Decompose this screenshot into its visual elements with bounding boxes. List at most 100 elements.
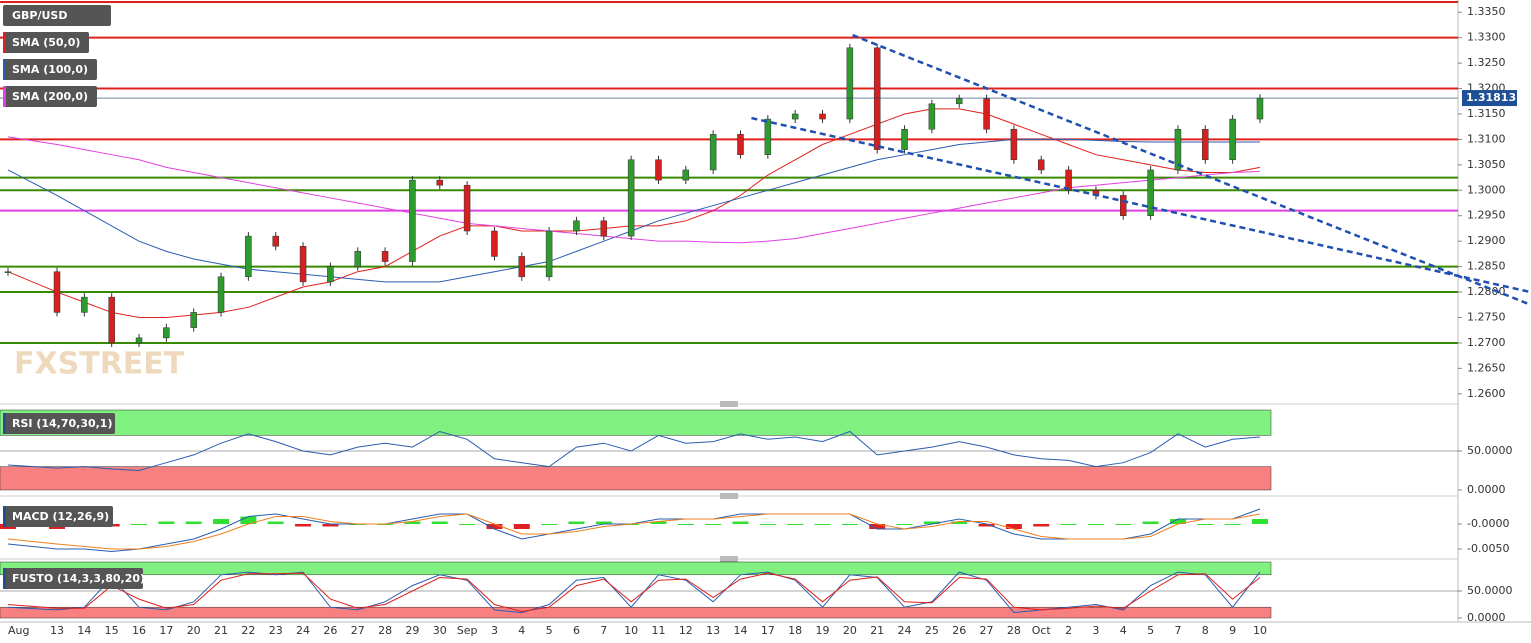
candle	[600, 220, 608, 237]
x-tick-label: 5	[1147, 624, 1154, 637]
x-tick-label: 16	[132, 624, 146, 637]
x-tick-label: 14	[734, 624, 748, 637]
candle	[327, 266, 334, 283]
x-tick-label: 23	[269, 624, 283, 637]
tag-stripe	[3, 86, 6, 107]
histogram-bar	[240, 516, 257, 524]
y-tick-label: 1.2650	[1467, 361, 1506, 374]
histogram-bar	[131, 524, 148, 525]
histogram-bar	[978, 524, 995, 527]
histogram-bar	[1087, 524, 1104, 525]
candle	[354, 251, 361, 267]
tag-box	[3, 506, 113, 527]
y-tick-label: 50.0000	[1467, 444, 1513, 457]
histogram-bar	[677, 524, 694, 525]
x-tick-label: 2	[1065, 624, 1072, 637]
candle	[108, 296, 115, 344]
y-tick-label: 1.3350	[1467, 5, 1506, 18]
tag-box	[3, 86, 97, 107]
x-tick-label: 9	[1229, 624, 1236, 637]
y-tick-label: 1.3300	[1467, 31, 1506, 44]
x-tick-label: 14	[77, 624, 91, 637]
histogram-bar	[951, 521, 968, 524]
candle	[655, 159, 662, 181]
histogram-bar	[841, 524, 858, 525]
candle	[1037, 159, 1045, 171]
x-tick-label: 26	[952, 624, 966, 637]
x-tick-label: 15	[105, 624, 119, 637]
x-tick-label: 17	[761, 624, 775, 637]
candle	[518, 256, 526, 278]
tag-label: RSI (14,70,30,1)	[12, 417, 112, 430]
x-tick-label: 13	[706, 624, 720, 637]
legend-tag: SMA (200,0)	[3, 86, 97, 107]
tag-box	[3, 32, 89, 53]
histogram-bar	[431, 521, 448, 524]
legend-tag: SMA (100,0)	[3, 59, 97, 80]
candle	[272, 235, 279, 247]
watermark: FXSTREET	[14, 347, 185, 382]
legend-tag: FUSTO (14,3,3,80,20)	[3, 568, 145, 589]
candle	[81, 296, 88, 313]
y-tick-label: 1.2600	[1467, 387, 1506, 400]
y-tick-label: 1.3150	[1467, 107, 1506, 120]
y-tick-label: 1.3000	[1467, 183, 1506, 196]
sma-line	[7, 136, 1260, 244]
tag-label: MACD (12,26,9)	[12, 510, 109, 523]
candle	[1010, 128, 1018, 161]
histogram-bar	[1115, 524, 1132, 525]
x-tick-label: 26	[323, 624, 337, 637]
x-tick-label: Aug	[8, 624, 29, 637]
x-tick-label: 21	[214, 624, 228, 637]
x-tick-label: 25	[925, 624, 939, 637]
x-tick-label: 3	[1092, 624, 1099, 637]
candle	[381, 251, 389, 262]
x-tick-label: 10	[624, 624, 638, 637]
histogram-bar	[486, 524, 503, 529]
y-tick-label: 1.2800	[1467, 285, 1506, 298]
x-tick-label: 3	[491, 624, 498, 637]
trendline	[751, 116, 1531, 294]
candle	[791, 113, 799, 120]
y-tick-label: 0.0000	[1467, 611, 1506, 624]
x-tick-label: 27	[980, 624, 994, 637]
candle	[819, 113, 826, 120]
tag-stripe	[3, 413, 6, 434]
y-tick-label: 1.2950	[1467, 209, 1506, 222]
x-tick-label: 7	[1174, 624, 1181, 637]
x-tick-label: 27	[351, 624, 365, 637]
tag-label: SMA (200,0)	[12, 90, 88, 103]
histogram-bar	[541, 524, 558, 525]
candle	[163, 327, 170, 339]
x-tick-label: 19	[816, 624, 830, 637]
candle	[1202, 128, 1209, 161]
histogram-bar	[158, 521, 175, 524]
candle	[1147, 169, 1154, 216]
candle	[299, 246, 307, 283]
candle	[53, 271, 61, 313]
histogram-bar	[1005, 524, 1022, 529]
histogram-bar	[1197, 524, 1214, 525]
histogram-bar	[1033, 524, 1050, 527]
tag-label: SMA (100,0)	[12, 63, 88, 76]
histogram-bar	[814, 524, 831, 525]
candle	[245, 235, 252, 278]
candle	[1229, 118, 1236, 161]
histogram-bar	[1060, 524, 1077, 525]
trendline	[852, 33, 1531, 306]
histogram-bar	[1224, 524, 1241, 525]
histogram-bar	[1169, 519, 1186, 524]
histogram-bar	[732, 521, 749, 524]
tag-label: GBP/USD	[12, 9, 67, 22]
x-tick-label: 18	[788, 624, 802, 637]
tag-box	[3, 5, 111, 26]
candle	[983, 98, 990, 130]
candle	[1174, 128, 1182, 171]
candle	[764, 118, 772, 155]
last-price-label: 1.31813	[1466, 91, 1516, 104]
histogram-bar	[295, 524, 312, 527]
x-tick-label: 30	[433, 624, 447, 637]
x-tick-label: 17	[159, 624, 173, 637]
